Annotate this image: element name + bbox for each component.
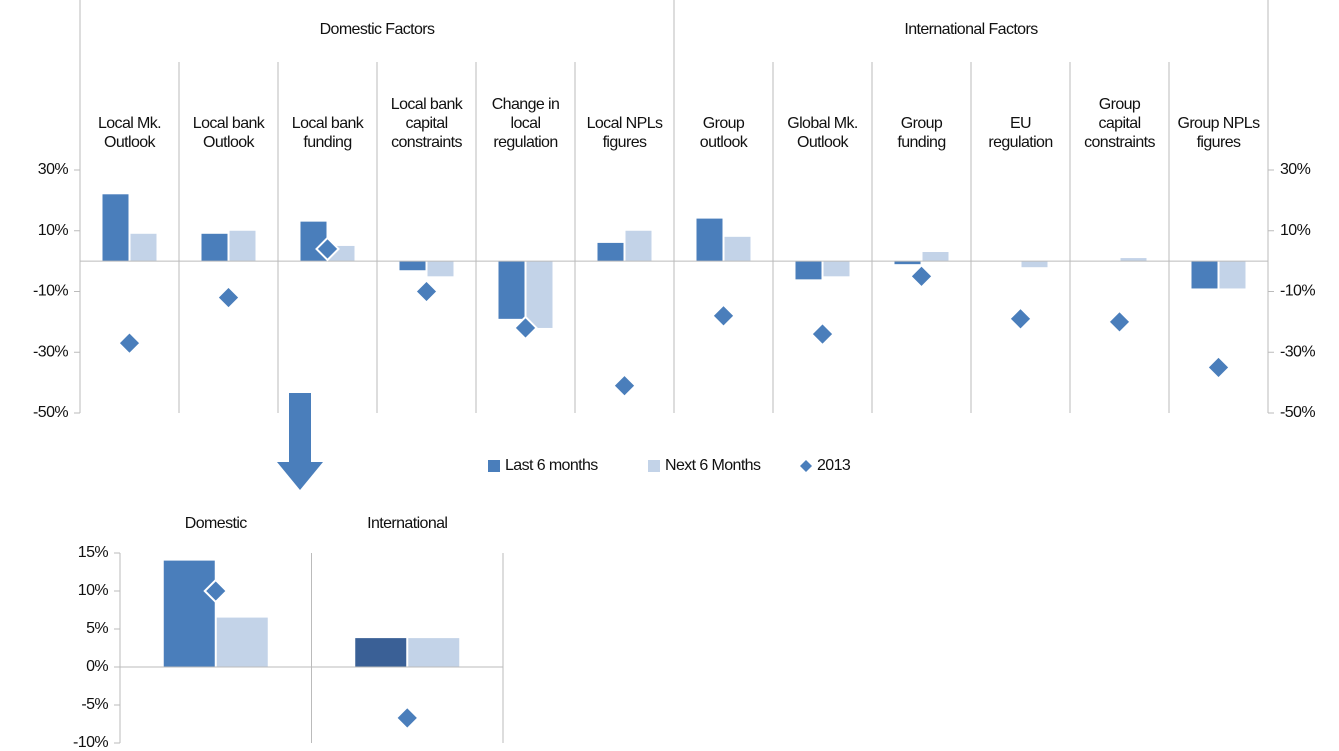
arrow-head [277, 462, 323, 490]
group-label: Domestic Factors [320, 21, 435, 38]
y-tick-label: 30% [38, 161, 69, 178]
bar [1021, 261, 1048, 268]
category-label: EU regulation [988, 115, 1053, 151]
y-tick-label: 5% [86, 620, 108, 637]
y-tick-label-right: 30% [1280, 161, 1311, 178]
y-tick-label: -10% [33, 283, 68, 300]
bar [894, 261, 921, 265]
marker-2013 [612, 373, 637, 399]
marker-2013 [513, 315, 538, 341]
y-tick-label-right: -30% [1280, 343, 1315, 360]
marker-2013 [711, 303, 736, 329]
category-label: Local bank capital constraints [390, 96, 463, 151]
marker-2013 [1206, 355, 1231, 380]
bar [216, 617, 268, 667]
y-tick-label: 15% [78, 544, 109, 561]
bar [201, 233, 228, 262]
category-label: Group NPLs figures [1177, 115, 1260, 151]
bar [724, 236, 751, 262]
bar [1191, 261, 1218, 289]
bar [526, 261, 553, 328]
marker-2013 [203, 578, 229, 604]
y-tick-label: -10% [73, 734, 108, 751]
bar [102, 194, 129, 262]
bar [130, 233, 157, 262]
marker-2013 [216, 285, 241, 310]
bar [355, 638, 407, 667]
y-tick-label: -5% [81, 696, 108, 713]
legend-swatch [800, 460, 812, 472]
category-label: Local Mk. Outlook [97, 115, 162, 151]
marker-2013 [810, 321, 835, 347]
bar [399, 261, 426, 271]
bar [795, 261, 822, 280]
y-tick-label: -30% [33, 343, 68, 360]
y-tick-label: 10% [38, 222, 69, 239]
marker-2013 [1107, 309, 1132, 335]
category-label: Local bank Outlook [192, 115, 265, 151]
legend-swatch [648, 460, 660, 472]
bar [696, 218, 723, 262]
category-label: Group outlook [699, 115, 748, 151]
y-tick-label: 0% [86, 658, 108, 675]
category-label: Domestic [184, 515, 247, 532]
arrow-shaft [289, 393, 311, 463]
bar [1120, 258, 1147, 262]
category-label: Local bank funding [291, 115, 364, 151]
y-tick-label: 10% [78, 582, 109, 599]
marker-2013 [117, 330, 142, 356]
bar [408, 638, 460, 667]
y-tick-label-right: 10% [1280, 222, 1311, 239]
bar [823, 261, 850, 277]
marker-2013 [1008, 306, 1033, 332]
category-label: Change in local regulation [491, 96, 560, 151]
category-label: Group capital constraints [1084, 96, 1155, 151]
marker-2013 [394, 705, 420, 731]
bar [597, 242, 624, 262]
marker-2013 [414, 279, 439, 304]
category-label: Group funding [897, 115, 946, 151]
bar [427, 261, 454, 277]
bar [1219, 261, 1246, 289]
marker-2013 [315, 236, 340, 262]
bar [625, 230, 652, 262]
legend-swatch [488, 460, 500, 472]
category-label: Local NPLs figures [586, 115, 663, 151]
bar [498, 261, 525, 319]
y-tick-label: -50% [33, 404, 68, 421]
category-label: International [367, 515, 448, 532]
bar [229, 230, 256, 262]
marker-2013 [909, 263, 934, 289]
y-tick-label-right: -10% [1280, 283, 1315, 300]
category-label: Global Mk. Outlook [787, 115, 858, 151]
bar [922, 252, 949, 262]
legend-label: Next 6 Months [665, 457, 761, 474]
legend-label: 2013 [817, 457, 851, 474]
bar [163, 560, 215, 667]
y-tick-label-right: -50% [1280, 404, 1315, 421]
group-label: International Factors [904, 21, 1038, 38]
legend-label: Last 6 months [505, 457, 598, 474]
